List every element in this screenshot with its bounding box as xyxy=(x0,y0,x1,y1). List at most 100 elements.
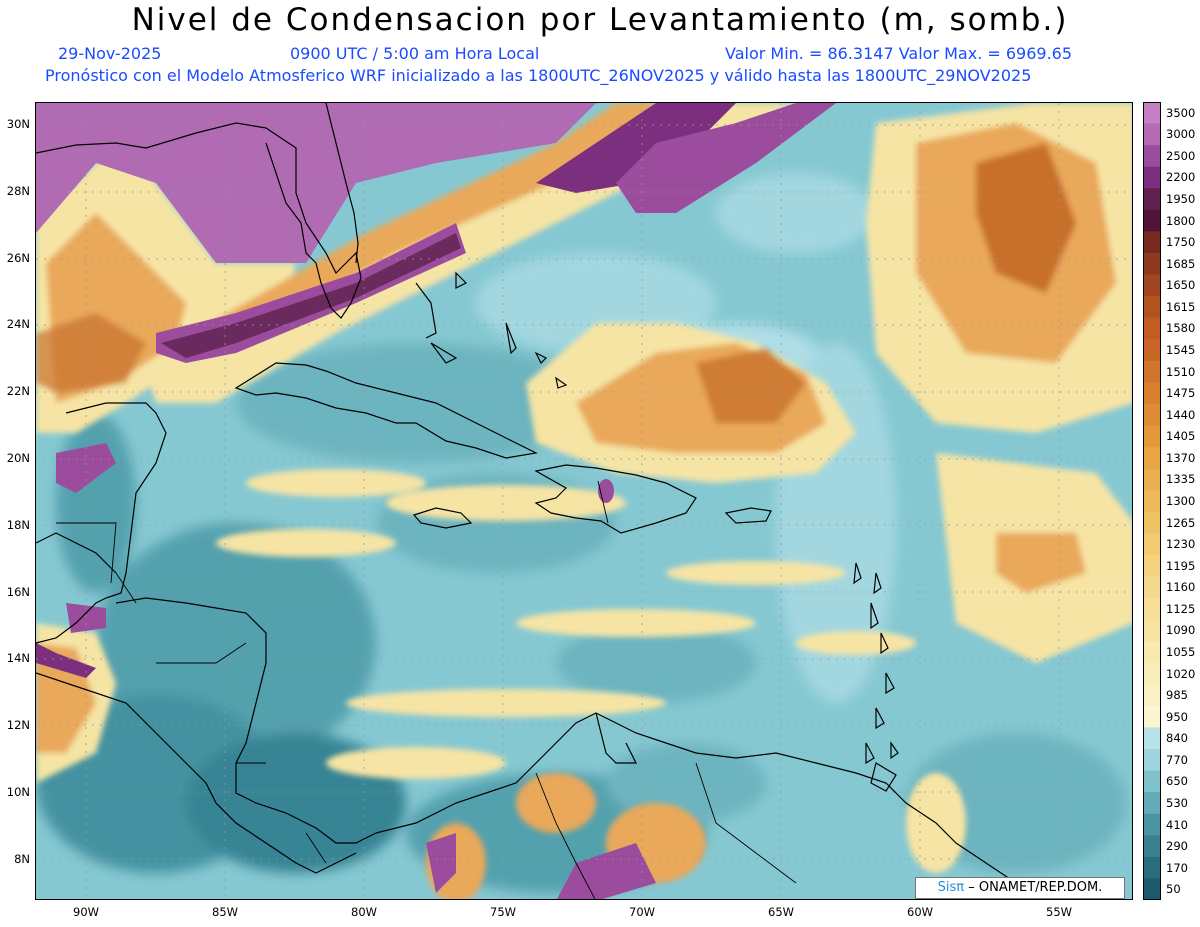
colorbar-outline xyxy=(1143,102,1161,900)
colorbar-label: 840 xyxy=(1166,731,1188,746)
colorbar-label: 1125 xyxy=(1166,601,1196,616)
colorbar-label: 530 xyxy=(1166,795,1188,810)
colorbar-swatch xyxy=(1143,188,1161,211)
lcl-map xyxy=(35,102,1133,900)
colorbar-swatch xyxy=(1143,425,1161,448)
colorbar-swatch xyxy=(1143,382,1161,405)
lat-label: 24N xyxy=(6,317,30,332)
colorbar-label: 1300 xyxy=(1166,494,1196,508)
lat-label: 30N xyxy=(6,117,30,131)
colorbar-label: 170 xyxy=(1166,860,1188,875)
colorbar-swatch xyxy=(1143,209,1161,232)
credit-org: – ONAMET/REP.DOM. xyxy=(968,880,1103,895)
colorbar-swatch xyxy=(1143,145,1161,168)
lat-label: 10N xyxy=(6,785,30,799)
colorbar-swatch xyxy=(1143,641,1161,664)
field-warm xyxy=(36,103,1132,899)
colorbar-swatch xyxy=(1143,447,1161,470)
colorbar-label: 1650 xyxy=(1166,278,1196,293)
colorbar-label: 1615 xyxy=(1166,299,1196,314)
colorbar-label: 770 xyxy=(1166,752,1188,767)
colorbar-swatch xyxy=(1143,705,1161,728)
colorbar-label: 1055 xyxy=(1166,644,1196,659)
lat-label: 26N xyxy=(6,250,30,265)
colorbar-swatch xyxy=(1143,360,1161,383)
colorbar-label: 1440 xyxy=(1166,407,1196,422)
colorbar-label: 1545 xyxy=(1166,343,1196,358)
credit-logo: Sisπ xyxy=(937,880,965,895)
colorbar-label: 1090 xyxy=(1166,623,1196,638)
colorbar-swatch xyxy=(1143,856,1161,879)
forecast-info: Pronóstico con el Modelo Atmosferico WRF… xyxy=(45,66,1032,85)
graticule xyxy=(36,103,1132,899)
colorbar-swatch xyxy=(1143,533,1161,556)
lat-label: 22N xyxy=(6,384,30,399)
lon-label: 60W xyxy=(907,905,934,919)
colorbar-label: 1020 xyxy=(1166,666,1196,681)
min-max-values: Valor Min. = 86.3147 Valor Max. = 6969.6… xyxy=(725,44,1073,63)
colorbar-swatch xyxy=(1143,339,1161,362)
colorbar-label: 290 xyxy=(1166,839,1188,854)
colorbar-swatch xyxy=(1143,102,1161,125)
colorbar-swatch xyxy=(1143,662,1161,685)
colorbar-swatch xyxy=(1143,274,1161,297)
colorbar-swatch xyxy=(1143,296,1161,319)
colorbar-swatch xyxy=(1143,835,1161,858)
lon-label: 75W xyxy=(490,905,517,919)
colorbar-swatch xyxy=(1143,749,1161,772)
colorbar-swatch xyxy=(1143,598,1161,621)
colorbar-swatch xyxy=(1143,792,1161,815)
colorbar-label: 1800 xyxy=(1166,213,1196,228)
colorbar-label: 3500 xyxy=(1166,105,1196,120)
colorbar-label: 410 xyxy=(1166,817,1188,832)
lon-label: 90W xyxy=(73,905,100,919)
colorbar-label: 1405 xyxy=(1166,429,1196,444)
colorbar-swatch xyxy=(1143,511,1161,534)
lon-label: 70W xyxy=(629,905,656,919)
lat-label: 12N xyxy=(6,718,30,733)
time-label: 0900 UTC / 5:00 am Hora Local xyxy=(290,44,540,63)
lat-label: 28N xyxy=(6,183,30,198)
colorbar-swatch xyxy=(1143,878,1161,900)
colorbar-label: 3000 xyxy=(1166,127,1196,142)
colorbar-swatch xyxy=(1143,490,1161,513)
lon-label: 80W xyxy=(351,905,378,919)
lat-label: 16N xyxy=(6,584,30,599)
lon-label: 55W xyxy=(1046,905,1073,919)
colorbar-label: 950 xyxy=(1166,709,1188,724)
map-field-svg xyxy=(36,103,1132,899)
colorbar-label: 1685 xyxy=(1166,256,1196,271)
colorbar-label: 1335 xyxy=(1166,472,1196,487)
colorbar-label: 985 xyxy=(1166,688,1188,703)
colorbar-label: 1370 xyxy=(1166,450,1196,465)
colorbar-swatch xyxy=(1143,576,1161,599)
chart-title: Nivel de Condensacion por Levantamiento … xyxy=(131,2,1069,38)
lat-label: 14N xyxy=(6,651,30,666)
colorbar-swatch xyxy=(1143,123,1161,146)
colorbar-swatch xyxy=(1143,231,1161,254)
lat-label: 8N xyxy=(14,851,30,866)
coastlines xyxy=(36,103,1035,899)
colorbar-label: 1750 xyxy=(1166,235,1196,250)
colorbar-swatch xyxy=(1143,468,1161,491)
lat-label: 20N xyxy=(6,451,30,465)
colorbar-label: 1265 xyxy=(1166,515,1196,530)
colorbar-swatch xyxy=(1143,813,1161,836)
colorbar-label: 50 xyxy=(1166,882,1181,897)
colorbar-swatch xyxy=(1143,252,1161,276)
colorbar-swatch xyxy=(1143,684,1161,707)
colorbar-label: 1230 xyxy=(1166,537,1196,552)
lat-label: 18N xyxy=(6,517,30,532)
colorbar xyxy=(1143,102,1161,900)
colorbar-swatch xyxy=(1143,317,1161,340)
date-label: 29-Nov-2025 xyxy=(58,44,162,63)
colorbar-swatch xyxy=(1143,619,1161,642)
colorbar-label: 1475 xyxy=(1166,386,1196,401)
colorbar-label: 1580 xyxy=(1166,321,1196,336)
colorbar-swatch xyxy=(1143,554,1161,577)
colorbar-label: 1950 xyxy=(1166,192,1196,207)
field-purple xyxy=(36,103,836,899)
borders xyxy=(56,480,797,899)
credit-box: Sisπ – ONAMET/REP.DOM. xyxy=(915,877,1125,899)
colorbar-label: 2200 xyxy=(1166,170,1196,185)
